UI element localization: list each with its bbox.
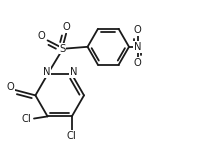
- Text: O: O: [134, 25, 141, 35]
- Text: O: O: [134, 58, 141, 68]
- Text: N: N: [134, 42, 141, 52]
- Text: O: O: [7, 82, 14, 92]
- Text: O: O: [62, 22, 70, 32]
- Text: N: N: [43, 67, 51, 77]
- Text: S: S: [59, 44, 66, 54]
- Text: O: O: [37, 31, 45, 41]
- Text: Cl: Cl: [22, 114, 32, 124]
- Text: Cl: Cl: [67, 131, 77, 141]
- Text: N: N: [69, 67, 77, 77]
